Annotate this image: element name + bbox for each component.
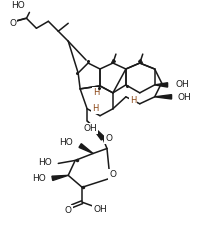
Text: H: H: [130, 96, 136, 105]
Polygon shape: [87, 121, 105, 140]
Text: OH: OH: [93, 205, 107, 214]
Text: O: O: [109, 170, 116, 179]
Text: O: O: [105, 134, 112, 143]
Text: HO: HO: [33, 174, 46, 183]
Text: H: H: [92, 104, 98, 113]
Text: OH: OH: [176, 80, 189, 89]
Text: H: H: [93, 88, 99, 97]
Text: O: O: [9, 19, 16, 28]
Text: HO: HO: [39, 158, 52, 167]
Text: HO: HO: [11, 1, 24, 10]
Polygon shape: [79, 144, 93, 153]
Text: O: O: [65, 206, 72, 215]
Polygon shape: [155, 95, 172, 99]
Text: OH: OH: [83, 124, 97, 133]
Polygon shape: [155, 83, 168, 87]
Text: HO: HO: [60, 138, 73, 147]
Polygon shape: [52, 175, 68, 180]
Text: OH: OH: [178, 93, 191, 102]
